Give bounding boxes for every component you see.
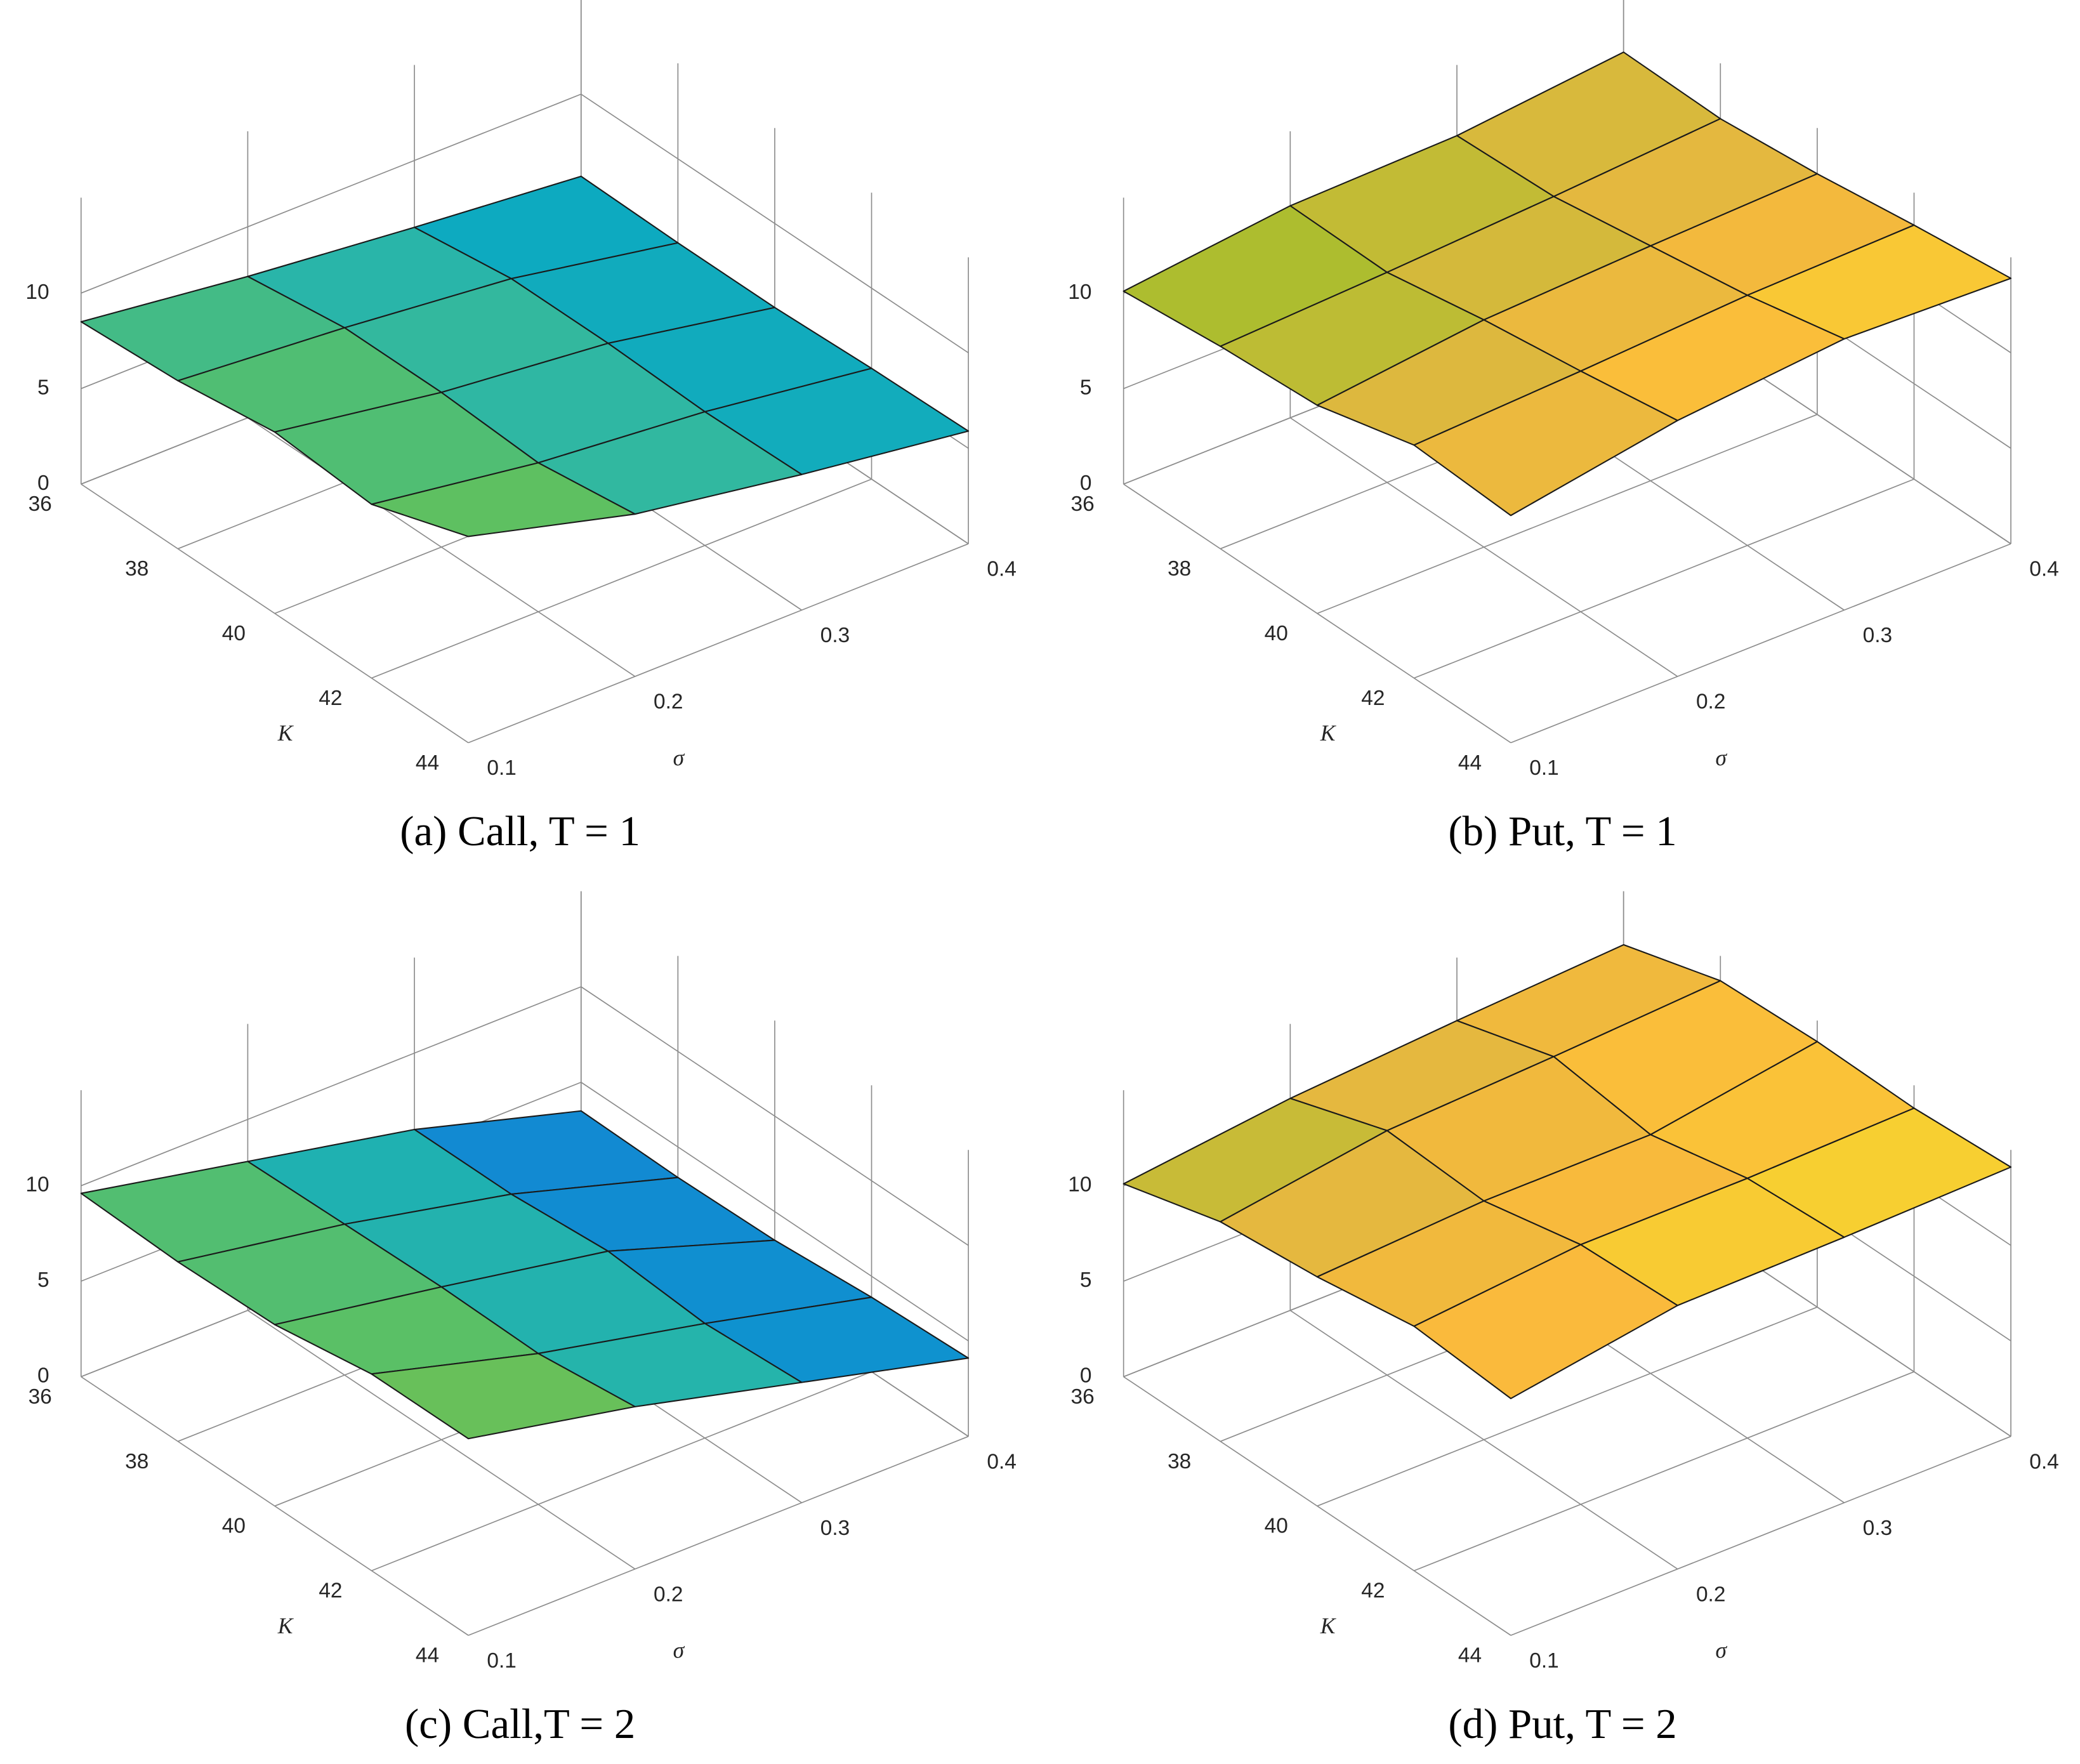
floor-grid-line	[247, 417, 636, 677]
y-tick-label: 0.1	[487, 756, 516, 780]
wall-grid-line	[81, 986, 582, 1187]
y-tick-label: 0.1	[1529, 1649, 1558, 1673]
x-tick-label: 44	[1458, 1644, 1482, 1668]
z-tick-label: 0	[1080, 471, 1092, 495]
surface-face	[371, 1353, 636, 1440]
x-tick-label: 40	[1265, 622, 1288, 645]
z-tick-label: 5	[37, 376, 49, 399]
z-tick-label: 5	[1080, 1268, 1092, 1292]
x-tick-label: 40	[222, 1515, 246, 1538]
floor-grid-line	[1414, 1371, 1914, 1572]
x-tick-label: 44	[1458, 751, 1482, 775]
surface-face	[1413, 370, 1678, 517]
z-tick-label: 5	[37, 1268, 49, 1292]
floor-grid-line	[1510, 1435, 2011, 1636]
y-axis-label: σ	[673, 1638, 685, 1663]
surface-face	[371, 462, 636, 537]
x-tick-label: 42	[319, 1579, 342, 1603]
wall-grid-line	[581, 1081, 969, 1341]
z-tick-label: 10	[25, 280, 49, 304]
z-tick-label: 10	[25, 1173, 49, 1196]
floor-grid-line	[371, 1371, 872, 1572]
z-tick-label: 5	[1080, 376, 1092, 399]
x-axis-label: K	[1320, 720, 1337, 746]
x-axis-label: K	[277, 720, 294, 746]
x-tick-label: 44	[416, 751, 439, 775]
y-tick-label: 0.4	[2029, 1450, 2058, 1473]
surface-face	[1413, 1244, 1678, 1400]
x-tick-label: 38	[125, 1450, 148, 1473]
y-tick-label: 0.3	[820, 624, 850, 647]
y-tick-label: 0.3	[1863, 1517, 1892, 1540]
floor-grid-line	[468, 1435, 969, 1636]
x-tick-label: 42	[1361, 687, 1385, 710]
floor-grid-line	[81, 484, 469, 744]
y-tick-label: 0.4	[987, 558, 1016, 581]
y-axis-label: σ	[673, 745, 685, 770]
x-tick-label: 42	[319, 687, 342, 710]
y-tick-label: 0.4	[2029, 558, 2058, 581]
caption: (a) Call, T = 1	[400, 808, 640, 855]
z-tick-label: 0	[1080, 1364, 1092, 1387]
y-tick-label: 0.4	[987, 1450, 1016, 1473]
wall-grid-line	[581, 986, 969, 1246]
caption: (c) Call,T = 2	[405, 1701, 635, 1748]
x-axis-label: K	[277, 1613, 294, 1638]
floor-grid-line	[1289, 1310, 1678, 1570]
floor-grid-line	[1317, 1307, 1818, 1507]
floor-grid-line	[1510, 543, 2011, 744]
y-tick-label: 0.2	[654, 690, 683, 714]
floor-grid-line	[81, 1376, 469, 1636]
x-tick-label: 38	[1168, 1450, 1191, 1473]
x-tick-label: 38	[125, 557, 148, 581]
floor-grid-line	[1414, 478, 1914, 679]
y-tick-label: 0.3	[1863, 624, 1892, 647]
floor-grid-line	[468, 543, 969, 744]
floor-grid-line	[371, 478, 872, 679]
caption: (d) Put, T = 2	[1448, 1701, 1676, 1748]
x-tick-label: 42	[1361, 1579, 1385, 1603]
y-tick-label: 0.2	[1696, 690, 1725, 714]
y-axis-label: σ	[1716, 1638, 1728, 1663]
floor-grid-line	[1123, 484, 1511, 744]
x-tick-label: 36	[1070, 1385, 1094, 1409]
x-tick-label: 38	[1168, 557, 1191, 581]
x-tick-label: 40	[1265, 1515, 1288, 1538]
x-tick-label: 44	[416, 1644, 439, 1668]
floor-grid-line	[247, 1310, 636, 1570]
x-tick-label: 36	[29, 1385, 52, 1409]
wall-grid-line	[81, 93, 582, 294]
x-axis-label: K	[1320, 1613, 1337, 1638]
y-axis-label: σ	[1716, 745, 1728, 770]
y-tick-label: 0.2	[654, 1583, 683, 1606]
wall-grid-line	[581, 93, 969, 353]
y-tick-label: 0.1	[487, 1649, 516, 1673]
y-tick-label: 0.1	[1529, 756, 1558, 780]
y-tick-label: 0.3	[820, 1517, 850, 1540]
floor-grid-line	[1317, 414, 1818, 614]
floor-grid-line	[1123, 1376, 1511, 1636]
y-tick-label: 0.2	[1696, 1583, 1725, 1606]
floor-grid-line	[1289, 417, 1678, 677]
x-tick-label: 36	[1070, 492, 1094, 516]
z-tick-label: 10	[1068, 1173, 1091, 1196]
x-tick-label: 36	[29, 492, 52, 516]
z-tick-label: 10	[1068, 280, 1091, 304]
x-tick-label: 40	[222, 622, 246, 645]
z-tick-label: 0	[37, 471, 49, 495]
caption: (b) Put, T = 1	[1448, 808, 1676, 855]
z-tick-label: 0	[37, 1364, 49, 1387]
